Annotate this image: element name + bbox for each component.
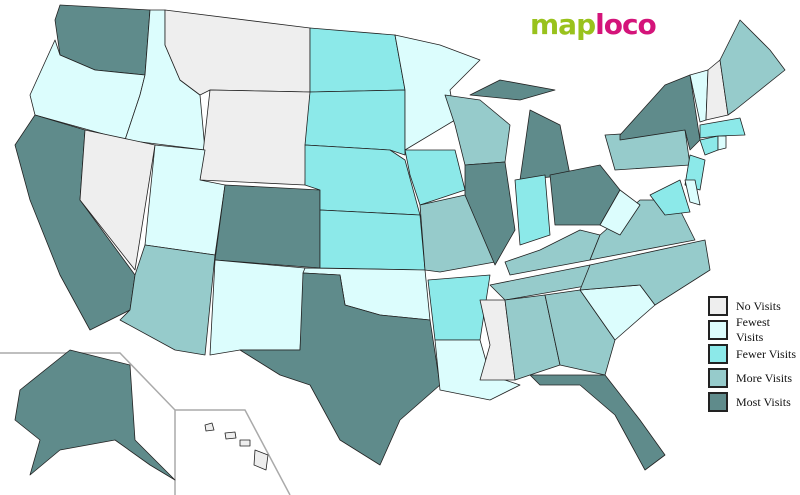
state-shape [699, 135, 719, 156]
state-shape [224, 431, 237, 440]
state-shape [619, 74, 701, 151]
state-shape [544, 289, 616, 376]
legend-item-fewest: Fewest Visits [708, 315, 800, 344]
state-shape [434, 339, 521, 401]
state-ia [404, 149, 466, 206]
state-nc [579, 239, 711, 306]
state-shape [14, 349, 176, 481]
state-shape [427, 274, 491, 341]
state-tx [239, 272, 441, 466]
state-shape [304, 144, 421, 216]
legend-label: Fewer Visits [736, 346, 797, 361]
state-ct [699, 135, 719, 156]
state-shape [304, 89, 406, 156]
state-ri [717, 135, 727, 151]
state-shape [699, 117, 746, 139]
alaska-inset-border [0, 352, 176, 495]
state-shape [504, 294, 561, 381]
state-shape [253, 449, 269, 471]
state-shape [79, 129, 156, 271]
state-shape [404, 149, 466, 206]
state-shape [239, 439, 251, 447]
legend-label: Fewest Visits [735, 315, 770, 344]
state-ak [14, 349, 176, 481]
state-wv [599, 189, 641, 236]
state-nv [79, 129, 156, 271]
state-shape [529, 374, 666, 471]
state-shape [717, 135, 727, 151]
state-shape [649, 179, 691, 216]
legend-swatch [708, 368, 728, 388]
state-shape [214, 184, 321, 269]
state-shape [469, 79, 556, 101]
state-de [684, 179, 701, 206]
state-co [214, 184, 321, 269]
legend-label: No Visits [736, 298, 781, 313]
state-il [464, 161, 516, 266]
state-mi [469, 79, 571, 181]
state-shape [599, 189, 641, 236]
state-shape [464, 161, 516, 266]
state-sd [304, 89, 406, 156]
state-ne [304, 144, 421, 216]
legend-label: More Visits [736, 370, 793, 385]
state-shape [579, 239, 711, 306]
state-nm [209, 259, 306, 356]
legend-swatch [708, 320, 728, 340]
state-wy [199, 89, 311, 186]
state-in [514, 174, 551, 246]
state-nd [309, 27, 406, 93]
legend-swatch [708, 344, 728, 364]
logo-loco: loco [595, 8, 657, 41]
state-ks [319, 209, 426, 271]
state-shape [684, 179, 701, 206]
state-shape [519, 109, 571, 181]
state-shape [719, 19, 786, 116]
state-ar [427, 274, 491, 341]
state-fl [529, 374, 666, 471]
state-shape [319, 209, 426, 271]
state-shape [239, 272, 441, 466]
state-md [649, 179, 691, 216]
state-shape [119, 244, 216, 356]
state-az [119, 244, 216, 356]
state-ga [544, 289, 616, 376]
state-ms [479, 299, 516, 381]
maploco-logo: maploco [530, 8, 657, 41]
state-mt [164, 9, 311, 96]
state-shape [164, 9, 311, 96]
state-shape [514, 174, 551, 246]
logo-map: map [530, 8, 596, 41]
state-shape [204, 422, 215, 432]
state-shape [309, 27, 406, 93]
state-shape [479, 299, 516, 381]
legend-item-more: More Visits [708, 366, 800, 390]
legend-label: Most Visits [736, 394, 791, 409]
state-me [719, 19, 786, 116]
state-ny [619, 74, 701, 151]
state-hi [204, 422, 269, 471]
state-la [434, 339, 521, 401]
legend-item-most: Most Visits [708, 390, 800, 414]
legend-item-fewer: Fewer Visits [708, 342, 800, 366]
state-al [504, 294, 561, 381]
state-shape [209, 259, 306, 356]
legend-item-none: No Visits [708, 294, 800, 318]
legend: No Visits Fewest Visits Fewer Visits Mor… [708, 294, 800, 414]
state-ma [699, 117, 746, 139]
hawaii-inset-border [175, 409, 291, 495]
legend-swatch [708, 296, 728, 316]
legend-swatch [708, 392, 728, 412]
state-shape [199, 89, 311, 186]
